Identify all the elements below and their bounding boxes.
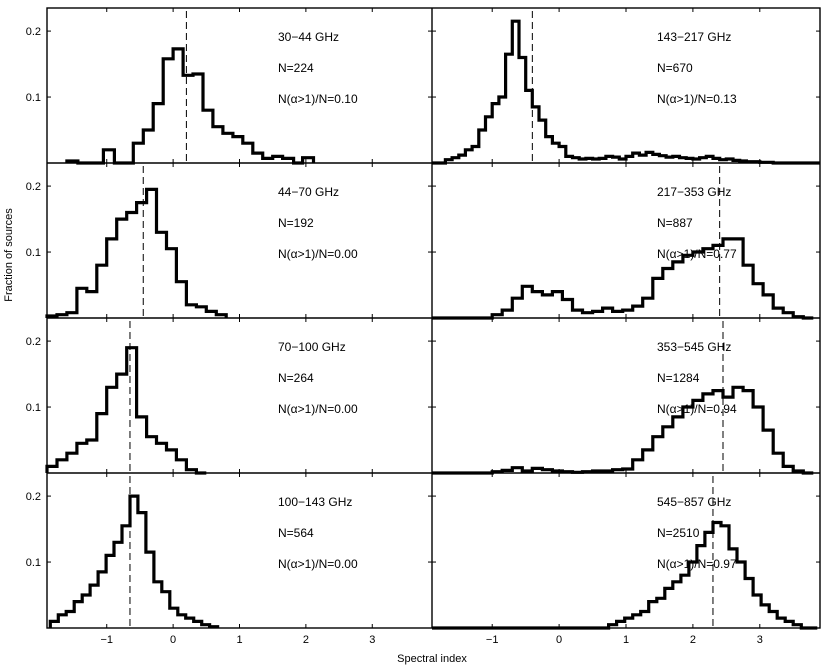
histogram-bar [153,104,164,163]
source-count: N=224 [278,61,314,75]
panel-title: 217−353 GHz [657,185,731,199]
y-tick-label: 0.2 [26,336,41,348]
x-tick-label: −1 [100,634,113,646]
x-axis-label: Spectral index [397,653,467,665]
y-tick-label: 0.1 [26,402,41,414]
histogram-series [432,520,818,630]
histogram-series [45,187,228,318]
histogram-bar [117,374,127,473]
histogram-series [65,47,316,165]
histogram-bar [673,262,683,318]
right-x-tick-labels: −1 0 1 2 3 [486,634,763,646]
y-tick-label: 0.1 [26,557,41,569]
y-tick-label: 0.2 [26,491,41,503]
left-x-tick-labels: −1 0 1 2 3 [100,634,375,646]
panel-title: 353−545 GHz [657,340,731,354]
panel-7: 0.1 0.2 100−143 GHz N=564 N(α>1)/N=0.00 [26,473,432,629]
histogram-series [45,346,207,475]
steep-fraction: N(α>1)/N=0.13 [657,92,737,106]
source-count: N=192 [278,216,314,230]
histogram-bar [683,255,693,318]
histogram-bar [713,523,721,629]
x-tick-label: 2 [690,634,696,646]
panel-title: 143−217 GHz [657,30,731,44]
source-count: N=264 [278,371,314,385]
panel-title: 70−100 GHz [278,340,346,354]
panel-title: 545−857 GHz [657,495,731,509]
y-tick-label: 0.2 [26,181,41,193]
histogram-bar [163,59,174,163]
histogram-series [48,494,220,629]
steep-fraction: N(α>1)/N=0.00 [278,247,358,261]
y-axis-label: Fraction of sources [3,208,15,302]
x-tick-label: 1 [623,634,629,646]
source-count: N=1284 [657,371,700,385]
histogram-bar [87,292,97,318]
histogram-bar [763,430,773,473]
panel-title: 44−70 GHz [278,185,339,199]
histogram-series [432,19,820,165]
source-count: N=670 [657,61,693,75]
steep-fraction: N(α>1)/N=0.97 [657,557,737,571]
y-tick-label: 0.1 [26,247,41,259]
steep-fraction: N(α>1)/N=0.00 [278,557,358,571]
steep-fraction: N(α>1)/N=0.10 [278,92,358,106]
steep-fraction: N(α>1)/N=0.77 [657,247,737,261]
steep-fraction: N(α>1)/N=0.00 [278,402,358,416]
histogram-bar [532,292,542,318]
x-tick-label: −1 [486,634,499,646]
y-tick-label: 0.1 [26,92,41,104]
steep-fraction: N(α>1)/N=0.94 [657,402,737,416]
histogram-bar [143,130,154,163]
x-tick-label: 1 [236,634,242,646]
panel-3: 0.1 0.2 44−70 GHz N=192 N(α>1)/N=0.00 [26,163,432,318]
source-count: N=564 [278,526,314,540]
histogram-bar [693,252,703,318]
x-tick-label: 0 [170,634,176,646]
y-tick-label: 0.2 [26,26,41,38]
histogram-bar [103,150,114,163]
x-tick-label: 2 [303,634,309,646]
panel-title: 100−143 GHz [278,495,352,509]
histogram-bar [763,295,773,318]
panel-1: 0.1 0.2 30−44 GHz N=224 N(α>1)/N=0.10 [26,8,432,165]
panel-6: 353−545 GHz N=1284 N(α>1)/N=0.94 [432,318,820,475]
panel-2: 143−217 GHz N=670 N(α>1)/N=0.13 [432,8,820,165]
figure-frame [46,7,821,629]
histogram-bar [137,203,147,318]
panel-8: 545−857 GHz N=2510 N(α>1)/N=0.97 [432,473,820,630]
panel-title: 30−44 GHz [278,30,339,44]
histogram-bar [133,143,144,163]
x-tick-label: 3 [757,634,763,646]
source-count: N=887 [657,216,693,230]
histogram-bar [499,97,506,163]
histogram-bar [127,213,137,319]
histogram-bar [733,387,743,473]
panel-5: 0.1 0.2 70−100 GHz N=264 N(α>1)/N=0.00 [26,318,432,475]
histogram-bar [183,75,194,163]
x-tick-label: 3 [369,634,375,646]
histogram-bar [542,295,552,318]
histogram-bar [87,440,97,473]
histogram-series [432,385,814,475]
histogram-series [432,237,814,320]
panel-4: 217−353 GHz N=887 N(α>1)/N=0.77 [432,163,820,320]
source-count: N=2510 [657,526,700,540]
x-tick-label: 0 [556,634,562,646]
